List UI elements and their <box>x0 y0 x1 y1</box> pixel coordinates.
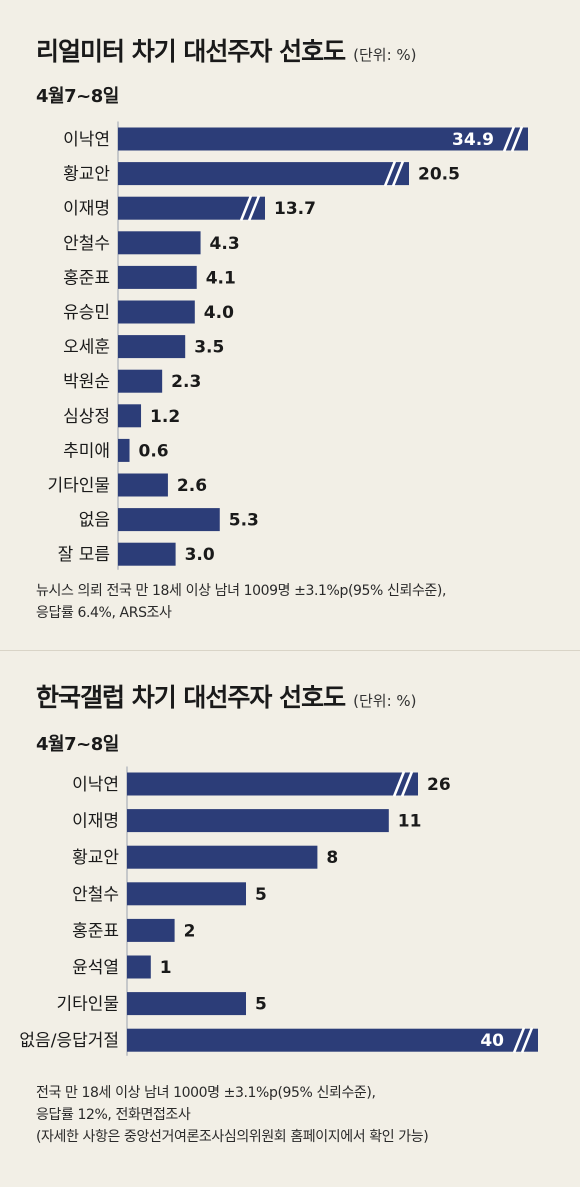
axis-break-mark <box>383 160 397 187</box>
chart2-note-2: 응답률 12%, 전화면접조사 <box>36 1107 191 1123</box>
bar <box>118 335 186 359</box>
category-label: 잘 모름 <box>58 545 110 565</box>
chart1-unit: (단위: %) <box>353 46 417 64</box>
value-label: 11 <box>398 812 422 832</box>
category-label: 이재명 <box>63 199 110 219</box>
category-label: 기타인물 <box>47 476 110 496</box>
chart1-date: 4월7~8일 <box>36 86 119 107</box>
value-label: 2.6 <box>177 476 207 496</box>
category-label: 이재명 <box>72 812 119 832</box>
value-label: 1 <box>160 958 172 978</box>
value-label: 3.0 <box>185 545 215 565</box>
bar <box>118 404 142 428</box>
value-label: 5.3 <box>229 511 259 531</box>
chart1-note-1: 뉴시스 의뢰 전국 만 18세 이상 남녀 1009명 ±3.1%p(95% 신… <box>36 583 447 599</box>
bar <box>127 992 246 1016</box>
axis-break-mark <box>247 195 261 222</box>
value-label: 1.2 <box>150 407 180 427</box>
value-label: 3.5 <box>194 338 224 358</box>
category-label: 기타인물 <box>56 995 119 1015</box>
panel-divider <box>0 650 580 651</box>
value-label: 4.3 <box>210 234 240 254</box>
bar <box>118 542 176 566</box>
value-label: 5 <box>255 995 267 1015</box>
axis-break-mark <box>512 1027 526 1054</box>
value-label: 2.3 <box>171 372 201 392</box>
chart2-bars: 이낙연 26 이재명 11 황교안 8 안철수 5 홍준표 2 윤석열 1 기타인물 5 없음/응답거절 40 <box>19 766 538 1056</box>
category-label: 황교안 <box>72 848 119 868</box>
axis-break-mark <box>391 160 405 187</box>
category-label: 심상정 <box>63 407 110 427</box>
value-label: 2 <box>184 921 196 941</box>
value-label: 0.6 <box>139 441 169 461</box>
bar <box>127 918 175 942</box>
axis-break-mark <box>520 1027 534 1054</box>
bar <box>118 265 197 289</box>
category-label: 유승민 <box>63 303 110 323</box>
bar <box>118 438 130 462</box>
value-label: 5 <box>255 885 267 905</box>
bar <box>127 809 389 833</box>
chart1-bars: 이낙연 34.9 황교안 20.5 이재명 13.7 안철수 4.3 홍준표 4.1 유승민 4.0 오… <box>47 121 528 570</box>
bar <box>127 955 151 979</box>
category-label: 없음/응답거절 <box>19 1031 119 1051</box>
axis-break-mark <box>400 771 414 797</box>
value-label: 4.0 <box>204 303 234 323</box>
chart2-note-1: 전국 만 18세 이상 남녀 1000명 ±3.1%p(95% 신뢰수준), <box>36 1085 376 1101</box>
value-label: 40 <box>480 1031 504 1051</box>
bar <box>118 231 201 255</box>
value-label: 13.7 <box>274 199 316 219</box>
chart1-note-2: 응답률 6.4%, ARS조사 <box>36 605 172 621</box>
bar <box>118 127 528 151</box>
bar <box>118 300 195 324</box>
axis-break-mark <box>502 126 516 152</box>
value-label: 8 <box>326 848 338 868</box>
category-label: 이낙연 <box>63 130 110 150</box>
chart2-notes: 전국 만 18세 이상 남녀 1000명 ±3.1%p(95% 신뢰수준), 응… <box>36 1082 429 1148</box>
category-label: 오세훈 <box>63 338 110 358</box>
axis-break-mark <box>392 771 406 797</box>
category-label: 황교안 <box>63 165 110 185</box>
category-label: 홍준표 <box>63 268 110 288</box>
category-label: 안철수 <box>63 234 110 254</box>
bar <box>118 196 265 220</box>
category-label: 안철수 <box>72 885 119 905</box>
bar <box>118 508 220 532</box>
category-label: 홍준표 <box>72 921 119 941</box>
value-label: 34.9 <box>452 130 494 150</box>
chart2-date: 4월7~8일 <box>36 734 119 755</box>
value-label: 20.5 <box>418 165 460 185</box>
value-label: 4.1 <box>206 268 236 288</box>
category-label: 박원순 <box>63 372 110 392</box>
value-label: 26 <box>427 775 451 795</box>
chart2-title: 한국갤럽 차기 대선주자 선호도 (단위: %) <box>36 683 417 712</box>
category-label: 이낙연 <box>72 775 119 795</box>
chart1-title: 리얼미터 차기 대선주자 선호도 (단위: %) <box>36 37 417 66</box>
bar <box>127 772 418 796</box>
chart2-note-3: (자세한 사항은 중앙선거여론조사심의위원회 홈페이지에서 확인 가능) <box>36 1129 429 1145</box>
category-label: 추미애 <box>63 441 110 461</box>
bar <box>127 882 246 906</box>
bar <box>118 473 168 497</box>
bar <box>127 845 318 869</box>
bar <box>118 369 163 393</box>
chart1-notes: 뉴시스 의뢰 전국 만 18세 이상 남녀 1009명 ±3.1%p(95% 신… <box>36 580 446 624</box>
chart2-unit: (단위: %) <box>353 692 417 710</box>
bar <box>118 162 409 186</box>
category-label: 없음 <box>79 511 110 531</box>
bar <box>127 1028 538 1052</box>
axis-break-mark <box>510 126 524 152</box>
axis-break-mark <box>239 195 253 222</box>
category-label: 윤석열 <box>72 958 119 978</box>
